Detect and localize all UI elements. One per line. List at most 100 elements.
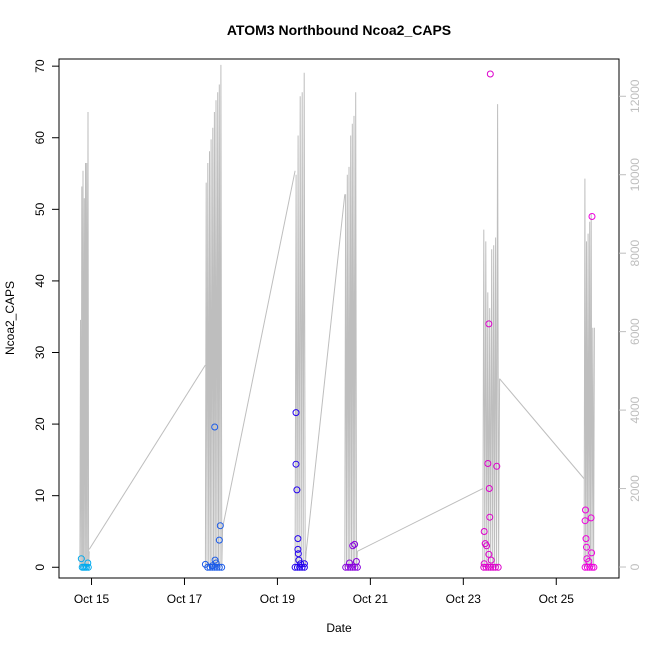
y2-tick-label: 0 xyxy=(628,563,642,570)
data-point xyxy=(215,563,223,571)
background-cluster-4 xyxy=(344,92,358,568)
data-point xyxy=(292,460,300,468)
x-tick-label: Oct 23 xyxy=(446,592,482,606)
data-point xyxy=(587,514,595,522)
y-tick-label: 30 xyxy=(33,346,47,360)
background-connector-2 xyxy=(222,170,296,528)
data-point xyxy=(293,486,301,494)
data-point xyxy=(484,563,492,571)
background-connector-1 xyxy=(88,364,206,550)
data-point xyxy=(211,423,219,431)
data-point xyxy=(298,563,306,571)
y2-tick-label: 4000 xyxy=(628,396,642,423)
series-6 xyxy=(581,213,598,571)
data-point xyxy=(582,506,589,514)
data-point xyxy=(294,545,302,553)
data-point xyxy=(295,556,303,564)
data-point xyxy=(346,563,354,571)
data-point xyxy=(294,550,302,558)
data-point xyxy=(349,542,357,550)
data-point xyxy=(344,563,352,571)
data-point xyxy=(208,563,216,571)
data-point xyxy=(588,549,596,557)
x-axis-label: Date xyxy=(326,621,352,635)
background-connector-3 xyxy=(305,194,346,552)
background-connector-4 xyxy=(357,488,484,552)
data-point xyxy=(484,460,492,467)
data-point xyxy=(581,563,589,571)
x-tick-label: Oct 21 xyxy=(353,592,389,606)
y-tick-label: 40 xyxy=(33,274,47,288)
background-cluster-5 xyxy=(482,104,501,568)
data-point xyxy=(82,563,90,571)
y-tick-label: 10 xyxy=(33,489,47,503)
data-point xyxy=(588,213,596,220)
data-point xyxy=(480,528,488,535)
data-point xyxy=(300,563,308,571)
data-point xyxy=(300,560,308,568)
data-point xyxy=(485,485,493,492)
data-point xyxy=(342,563,350,571)
data-point xyxy=(291,563,299,571)
data-point xyxy=(296,563,304,571)
series-4 xyxy=(342,540,361,571)
y2-tick-label: 12000 xyxy=(628,79,642,113)
x-tick-label: Oct 15 xyxy=(74,592,110,606)
data-point xyxy=(487,556,495,564)
series-1 xyxy=(77,555,92,571)
y-tick-label: 0 xyxy=(33,564,47,571)
y-tick-label: 60 xyxy=(33,131,47,145)
y2-tick-label: 6000 xyxy=(628,318,642,345)
data-point xyxy=(494,563,502,571)
data-point xyxy=(204,563,212,571)
data-point xyxy=(206,563,214,571)
data-point xyxy=(211,563,219,571)
chart-title: ATOM3 Northbound Ncoa2_CAPS xyxy=(227,22,451,38)
data-point xyxy=(486,513,494,521)
data-point xyxy=(586,563,594,571)
data-point xyxy=(486,70,494,78)
y2-tick-label: 10000 xyxy=(628,158,642,192)
y2-tick-label: 8000 xyxy=(628,240,642,267)
data-point xyxy=(351,540,359,548)
data-point xyxy=(588,563,596,571)
y-axis-label: Ncoa2_CAPS xyxy=(3,281,17,355)
data-point xyxy=(483,542,491,550)
background-connector-5 xyxy=(499,378,585,480)
data-point xyxy=(482,563,490,571)
background-cluster-6 xyxy=(583,178,595,568)
x-axis: Oct 15 Oct 17 Oct 19 Oct 21 Oct 23 Oct 25 xyxy=(74,577,575,606)
data-point xyxy=(351,563,359,571)
data-point xyxy=(218,563,226,571)
data-point xyxy=(487,563,495,571)
data-point xyxy=(211,556,219,564)
data-point xyxy=(215,536,223,544)
data-point xyxy=(489,563,497,571)
series-5 xyxy=(480,70,502,571)
data-point xyxy=(485,550,493,558)
data-point xyxy=(293,563,301,571)
series-3 xyxy=(291,409,308,571)
scatter-points xyxy=(77,70,598,571)
x-tick-label: Oct 17 xyxy=(167,592,203,606)
y-axis: 0 10 20 30 40 50 60 70 xyxy=(33,59,59,571)
y2-tick-label: 2000 xyxy=(628,475,642,502)
data-point xyxy=(480,560,488,568)
data-point xyxy=(77,555,85,563)
y-tick-label: 70 xyxy=(33,59,47,73)
y-tick-label: 20 xyxy=(33,417,47,431)
plot-frame xyxy=(58,58,620,579)
background-cluster-2 xyxy=(204,64,224,568)
y-tick-label: 50 xyxy=(33,202,47,216)
data-point xyxy=(294,535,302,543)
data-point xyxy=(480,563,488,571)
data-point xyxy=(583,543,590,551)
background-line-series xyxy=(79,64,595,568)
background-cluster-1 xyxy=(79,111,90,568)
background-cluster-3 xyxy=(294,72,307,568)
data-point xyxy=(582,535,590,543)
data-point xyxy=(590,563,598,571)
data-point xyxy=(491,563,499,571)
x-tick-label: Oct 25 xyxy=(539,592,575,606)
